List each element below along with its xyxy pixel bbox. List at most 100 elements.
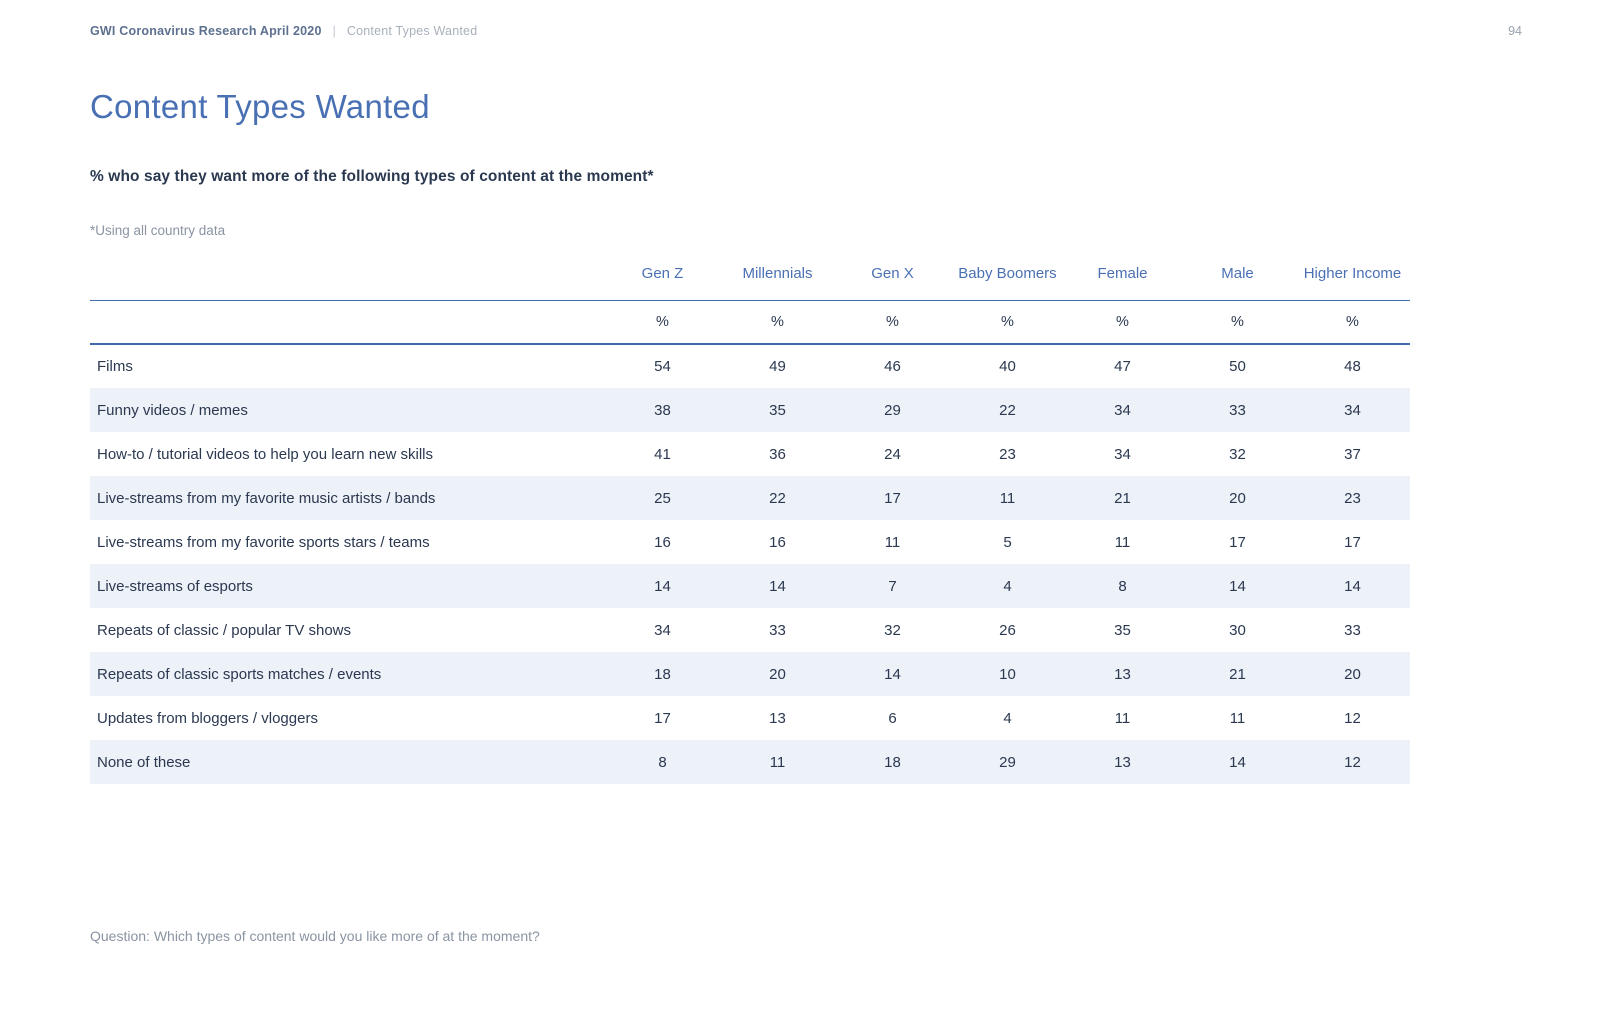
- chart-subtitle: % who say they want more of the followin…: [90, 168, 654, 185]
- row-label: Funny videos / memes: [97, 401, 248, 419]
- table-row: Repeats of classic / popular TV shows 34 3…: [90, 608, 1410, 652]
- value-cell: 13: [1114, 665, 1131, 683]
- value-cell: 8: [658, 753, 667, 771]
- value-cell: 35: [769, 401, 786, 419]
- value-cell: 4: [1003, 577, 1012, 595]
- value-cell: 17: [1229, 533, 1246, 551]
- page-title: Content Types Wanted: [90, 88, 430, 125]
- column-header: Millennials: [742, 265, 813, 283]
- value-cell: 11: [884, 533, 901, 551]
- value-cell: 14: [884, 665, 901, 683]
- value-cell: 16: [769, 533, 786, 551]
- breadcrumb: Content Types Wanted: [346, 24, 478, 38]
- question-text: Question: Which types of content would y…: [90, 928, 540, 944]
- value-cell: 48: [1344, 358, 1361, 375]
- table-row: Live-streams from my favorite sports sta…: [90, 520, 1410, 564]
- table-row: Updates from bloggers / vloggers 17 13 6 4 11…: [90, 696, 1410, 740]
- column-header-row: Gen Z Millennials Gen X Baby Boomers Female M…: [90, 248, 1410, 300]
- value-cell: 35: [1114, 621, 1131, 639]
- column-header: Higher Income: [1303, 265, 1402, 283]
- value-cell: 38: [654, 401, 671, 419]
- column-header: Gen X: [871, 265, 914, 283]
- value-cell: 23: [999, 445, 1016, 463]
- value-cell: 17: [1344, 533, 1361, 551]
- unit-cell: %: [886, 313, 899, 330]
- value-cell: 37: [1344, 445, 1361, 463]
- table-row: Repeats of classic sports matches / even…: [90, 652, 1410, 696]
- page-header: GWI Coronavirus Research April 2020 | Co…: [0, 0, 1600, 38]
- row-label: Repeats of classic / popular TV shows: [97, 621, 352, 639]
- unit-cell: %: [771, 313, 784, 330]
- value-cell: 24: [884, 445, 901, 463]
- value-cell: 10: [999, 665, 1016, 683]
- value-cell: 11: [1114, 709, 1131, 727]
- value-cell: 47: [1114, 358, 1131, 375]
- content-types-table: Gen Z Millennials Gen X Baby Boomers Female M…: [90, 248, 1410, 784]
- value-cell: 22: [999, 401, 1016, 419]
- value-cell: 16: [654, 533, 671, 551]
- value-cell: 25: [654, 489, 671, 507]
- value-cell: 17: [654, 709, 671, 727]
- value-cell: 23: [1344, 489, 1361, 507]
- table-row: Live-streams of esports 14 14 7 4 8 14 14: [90, 564, 1410, 608]
- value-cell: 5: [1003, 533, 1012, 551]
- value-cell: 11: [1229, 709, 1246, 727]
- value-cell: 40: [999, 358, 1016, 375]
- value-cell: 30: [1229, 621, 1246, 639]
- row-label: Films: [97, 358, 133, 375]
- value-cell: 34: [1344, 401, 1361, 419]
- value-cell: 41: [654, 445, 671, 463]
- value-cell: 14: [1229, 753, 1246, 771]
- value-cell: 34: [654, 621, 671, 639]
- value-cell: 29: [884, 401, 901, 419]
- value-cell: 26: [999, 621, 1016, 639]
- value-cell: 34: [1114, 401, 1131, 419]
- column-header: Female: [1097, 265, 1148, 283]
- value-cell: 46: [884, 358, 901, 375]
- unit-cell: %: [656, 313, 669, 330]
- value-cell: 18: [654, 665, 671, 683]
- value-cell: 18: [884, 753, 901, 771]
- unit-cell: %: [1231, 313, 1244, 330]
- value-cell: 12: [1344, 709, 1361, 727]
- value-cell: 14: [1344, 577, 1361, 595]
- value-cell: 14: [1229, 577, 1246, 595]
- unit-row: %%%%%%%: [90, 300, 1410, 344]
- table-row: Live-streams from my favorite music arti…: [90, 476, 1410, 520]
- value-cell: 14: [769, 577, 786, 595]
- unit-cell: %: [1001, 313, 1014, 330]
- column-header: Male: [1221, 265, 1254, 283]
- table-row: None of these 8 11 18 29 13 14 12: [90, 740, 1410, 784]
- value-cell: 29: [999, 753, 1016, 771]
- row-label: Live-streams from my favorite sports sta…: [97, 533, 430, 551]
- report-brand-title: GWI Coronavirus Research April 2020: [90, 24, 322, 38]
- column-header: Baby Boomers: [958, 265, 1057, 283]
- table-row: Films 54 49 46 40 47 50 48: [90, 344, 1410, 388]
- table-row: Funny videos / memes 38 35 29 22 34 33 34: [90, 388, 1410, 432]
- value-cell: 12: [1344, 753, 1361, 771]
- value-cell: 33: [1229, 401, 1246, 419]
- value-cell: 4: [1003, 709, 1012, 727]
- footnote: *Using all country data: [90, 223, 226, 238]
- value-cell: 21: [1229, 665, 1246, 683]
- unit-cell: %: [1116, 313, 1129, 330]
- value-cell: 32: [884, 621, 901, 639]
- row-label: Live-streams from my favorite music arti…: [97, 489, 436, 507]
- value-cell: 8: [1118, 577, 1127, 595]
- value-cell: 6: [888, 709, 897, 727]
- value-cell: 20: [1344, 665, 1361, 683]
- column-header: Gen Z: [641, 265, 684, 283]
- table-body: Films 54 49 46 40 47 50 48 Funny videos / memes 3…: [90, 344, 1410, 784]
- value-cell: 49: [769, 358, 786, 375]
- value-cell: 21: [1114, 489, 1131, 507]
- row-label: Updates from bloggers / vloggers: [97, 709, 318, 727]
- row-label: None of these: [97, 753, 191, 771]
- value-cell: 33: [1344, 621, 1361, 639]
- value-cell: 22: [769, 489, 786, 507]
- value-cell: 13: [1114, 753, 1131, 771]
- value-cell: 34: [1114, 445, 1131, 463]
- value-cell: 14: [654, 577, 671, 595]
- row-label: Repeats of classic sports matches / even…: [97, 665, 382, 683]
- value-cell: 33: [769, 621, 786, 639]
